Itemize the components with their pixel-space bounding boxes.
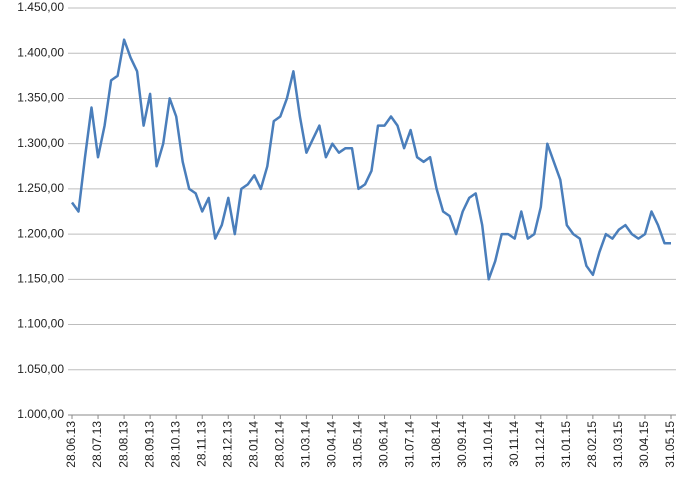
- x-tick-label: 31.08.14: [429, 421, 443, 468]
- y-tick-label: 1.000,00: [17, 407, 64, 421]
- x-tick-label: 31.05.15: [663, 421, 677, 468]
- x-tick-label: 28.02.15: [585, 421, 599, 468]
- x-tick-label: 28.12.13: [220, 421, 234, 468]
- y-tick-label: 1.400,00: [17, 45, 64, 59]
- y-tick-label: 1.050,00: [17, 362, 64, 376]
- x-tick-label: 28.11.13: [194, 421, 208, 467]
- x-tick-label: 28.07.13: [90, 421, 104, 468]
- x-tick-label: 28.02.14: [273, 421, 287, 468]
- x-tick-label: 31.10.14: [481, 421, 495, 468]
- x-tick-label: 31.03.15: [611, 421, 625, 468]
- x-tick-label: 31.05.14: [351, 421, 365, 468]
- x-tick-label: 30.09.14: [455, 421, 469, 468]
- y-tick-label: 1.300,00: [17, 136, 64, 150]
- line-series: [70, 38, 671, 281]
- x-tick-label: 28.06.13: [64, 421, 78, 468]
- y-tick-label: 1.250,00: [17, 181, 64, 195]
- x-tick-label: 30.11.14: [507, 421, 521, 467]
- y-tick-label: 1.200,00: [17, 226, 64, 240]
- y-tick-label: 1.150,00: [17, 272, 64, 286]
- x-tick-label: 31.07.14: [403, 421, 417, 468]
- x-tick-label: 28.08.13: [116, 421, 130, 468]
- x-tick-label: 28.09.13: [142, 421, 156, 468]
- x-tick-label: 30.04.15: [637, 421, 651, 468]
- x-tick-label: 30.06.14: [377, 421, 391, 468]
- y-tick-label: 1.350,00: [17, 91, 64, 105]
- x-tick-label: 28.01.14: [246, 421, 260, 468]
- y-tick-label: 1.100,00: [17, 317, 64, 331]
- x-tick-label: 30.04.14: [325, 421, 339, 468]
- x-tick-label: 28.10.13: [168, 421, 182, 468]
- x-tick-label: 31.12.14: [533, 421, 547, 468]
- x-tick-label: 31.03.14: [299, 421, 313, 468]
- x-tick-label: 31.01.15: [559, 421, 573, 468]
- y-tick-label: 1.450,00: [17, 0, 64, 14]
